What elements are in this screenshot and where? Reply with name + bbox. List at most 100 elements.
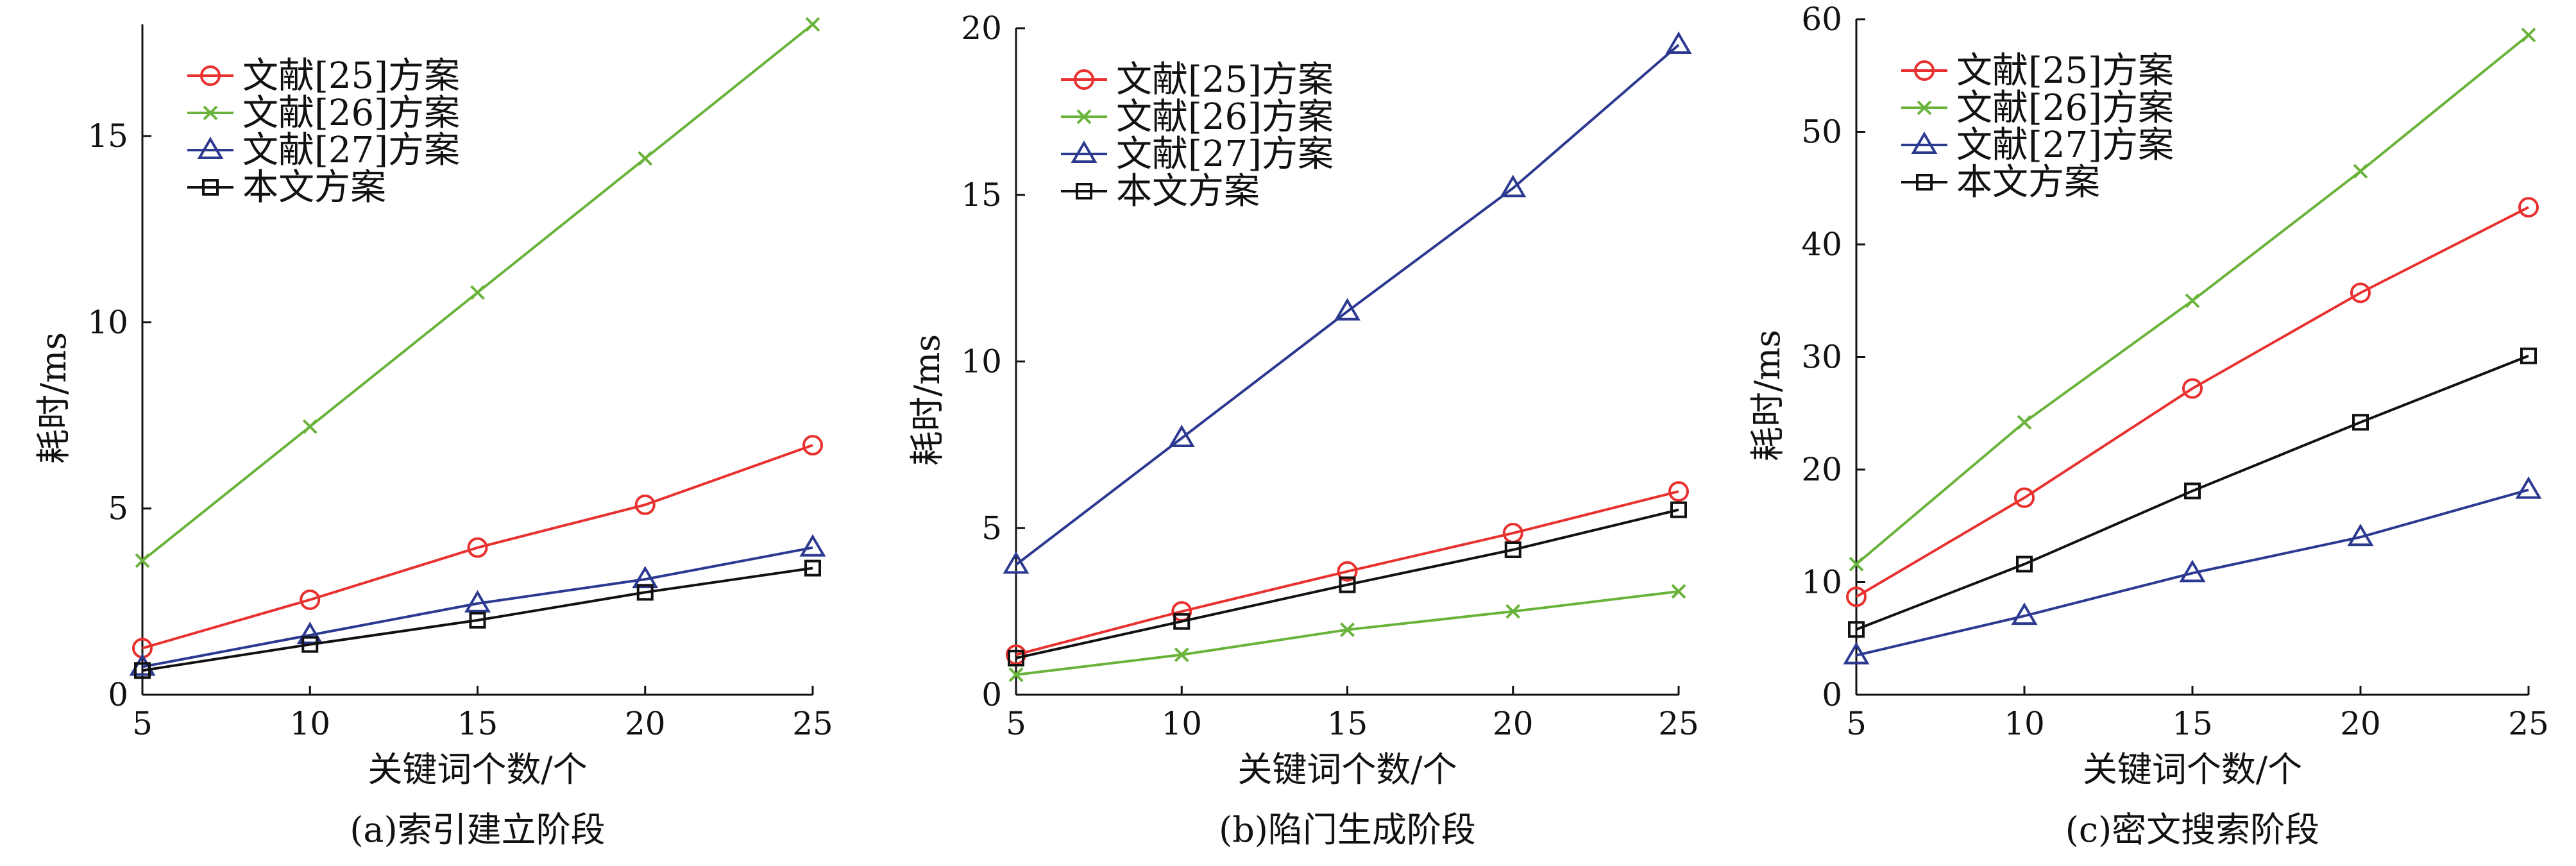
data-point bbox=[2515, 476, 2542, 499]
y-tick-label: 10 bbox=[87, 303, 128, 341]
legend-item: 文献[27]方案 bbox=[1901, 124, 2174, 166]
data-point bbox=[2016, 556, 2033, 573]
y-tick-label: 5 bbox=[108, 490, 128, 527]
data-point bbox=[1848, 621, 1865, 638]
data-point bbox=[1008, 667, 1024, 683]
panel-caption: (c)密文搜索阶段 bbox=[2065, 810, 2319, 850]
series-2 bbox=[1849, 28, 2536, 572]
legend-label: 文献[26]方案 bbox=[1956, 87, 2174, 129]
data-point bbox=[1168, 425, 1195, 447]
data-point bbox=[799, 534, 826, 557]
x-tick-label: 20 bbox=[625, 705, 666, 742]
legend-label: 文献[25]方案 bbox=[242, 55, 460, 97]
series-line bbox=[1855, 206, 2529, 599]
y-tick-label: 5 bbox=[981, 509, 1002, 547]
data-point bbox=[2182, 378, 2203, 399]
series-3 bbox=[1843, 476, 2542, 665]
legend-marker bbox=[1914, 60, 1935, 81]
x-tick-label: 5 bbox=[1846, 705, 1867, 742]
y-tick-label: 40 bbox=[1801, 226, 1842, 263]
legend-item: 本文方案 bbox=[1061, 171, 1260, 212]
series-4 bbox=[1848, 347, 2537, 638]
data-point bbox=[1174, 647, 1189, 663]
series-line bbox=[1015, 44, 1680, 566]
series-3 bbox=[129, 534, 826, 676]
legend-label: 本文方案 bbox=[1956, 162, 2100, 203]
x-tick-label: 5 bbox=[1006, 705, 1026, 742]
data-point bbox=[632, 566, 659, 589]
legend-label: 文献[26]方案 bbox=[1116, 96, 1334, 138]
y-tick-label: 15 bbox=[87, 117, 128, 155]
data-point bbox=[634, 494, 656, 515]
legend-marker bbox=[1076, 183, 1092, 200]
data-point bbox=[135, 553, 150, 568]
data-point bbox=[296, 622, 323, 645]
legend-item: 文献[26]方案 bbox=[187, 92, 460, 134]
legend-item: 本文方案 bbox=[1901, 162, 2100, 203]
data-point bbox=[1500, 174, 1527, 198]
y-tick-label: 30 bbox=[1801, 339, 1842, 376]
series-line bbox=[1015, 590, 1679, 676]
series-4 bbox=[1008, 501, 1687, 666]
data-point bbox=[2184, 482, 2201, 500]
legend-marker bbox=[1074, 69, 1094, 90]
series-line bbox=[1015, 490, 1679, 656]
data-point bbox=[2350, 282, 2371, 303]
data-point bbox=[1849, 557, 1864, 572]
x-tick-label: 25 bbox=[792, 705, 833, 742]
data-point bbox=[470, 285, 485, 300]
series-1 bbox=[132, 435, 823, 659]
x-tick-label: 15 bbox=[457, 705, 498, 742]
legend-label: 文献[25]方案 bbox=[1956, 50, 2174, 92]
x-tick-label: 20 bbox=[2340, 705, 2381, 742]
legend-item: 文献[26]方案 bbox=[1901, 87, 2174, 129]
legend-item: 文献[25]方案 bbox=[1901, 50, 2174, 92]
data-point bbox=[2521, 28, 2536, 42]
y-axis-label: 耗时/ms bbox=[907, 334, 947, 466]
x-tick-label: 5 bbox=[132, 705, 153, 742]
data-point bbox=[464, 590, 491, 613]
data-point bbox=[636, 584, 654, 601]
x-tick-label: 10 bbox=[289, 705, 330, 742]
legend-item: 文献[25]方案 bbox=[187, 55, 460, 97]
data-point bbox=[467, 537, 488, 558]
series-line bbox=[1856, 488, 2529, 657]
data-point bbox=[1008, 649, 1024, 666]
y-tick-label: 0 bbox=[108, 676, 128, 713]
y-axis-label: 耗时/ms bbox=[1747, 330, 1788, 461]
data-point bbox=[1665, 31, 1692, 54]
data-point bbox=[2518, 197, 2539, 218]
data-point bbox=[1334, 298, 1360, 321]
data-point bbox=[2014, 487, 2035, 508]
x-tick-label: 25 bbox=[1658, 705, 1699, 742]
y-axis-label: 耗时/ms bbox=[33, 332, 74, 464]
x-tick-label: 25 bbox=[2508, 705, 2549, 742]
data-point bbox=[1006, 644, 1026, 665]
legend-marker bbox=[202, 179, 219, 196]
y-tick-label: 10 bbox=[1801, 564, 1842, 601]
data-point bbox=[1668, 481, 1689, 502]
legend-item: 文献[25]方案 bbox=[1061, 59, 1334, 101]
legend-label: 文献[27]方案 bbox=[242, 130, 460, 171]
legend-label: 本文方案 bbox=[1116, 171, 1260, 212]
data-point bbox=[1846, 586, 1867, 607]
x-tick-label: 10 bbox=[2004, 705, 2045, 742]
legend-marker bbox=[1076, 109, 1092, 124]
x-tick-label: 20 bbox=[1493, 705, 1534, 742]
data-point bbox=[469, 611, 486, 629]
series-line bbox=[142, 546, 813, 668]
chart-panel-3: 0 10 20 30 40 50 60 5 10 15 20 25 关键词个数/个 耗时/ms (c)密文搜… bbox=[1747, 1, 2549, 850]
data-point bbox=[1504, 541, 1521, 559]
legend-marker bbox=[197, 137, 224, 159]
y-tick-label: 60 bbox=[1801, 1, 1842, 38]
y-tick-label: 0 bbox=[981, 676, 1002, 713]
legend-item: 文献[27]方案 bbox=[187, 130, 460, 171]
legend-label: 本文方案 bbox=[242, 167, 386, 208]
series-line bbox=[1015, 508, 1679, 659]
legend-marker bbox=[1917, 100, 1932, 115]
panel-caption: (b)陷门生成阶段 bbox=[1219, 810, 1476, 850]
